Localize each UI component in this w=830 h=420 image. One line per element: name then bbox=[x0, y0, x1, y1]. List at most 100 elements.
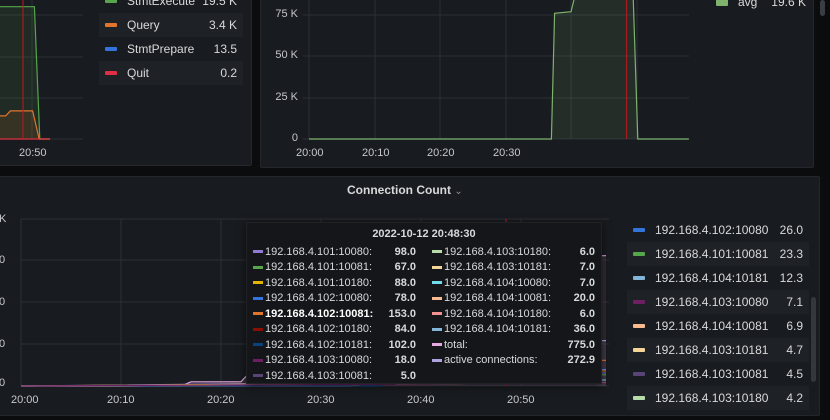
tooltip-row: 192.168.4.102:10181: 102.0 bbox=[247, 337, 422, 353]
legend-value: 13.5 bbox=[213, 42, 237, 56]
legend-swatch bbox=[716, 0, 728, 6]
legend-item[interactable]: 192.168.4.103:10181 4.7 bbox=[627, 338, 809, 362]
series-swatch bbox=[432, 327, 442, 331]
legend-label: 192.168.4.101:10081 bbox=[655, 247, 769, 261]
series-name: 192.168.4.102:10181: bbox=[265, 338, 373, 351]
x-tick: 20:10 bbox=[107, 394, 135, 406]
legend-scrollbar[interactable] bbox=[811, 297, 816, 382]
legend-label: 192.168.4.103:10180 bbox=[655, 391, 769, 405]
tooltip-row: 192.168.4.103:10180: 6.0 bbox=[426, 244, 601, 260]
tooltip-row: 192.168.4.101:10081: 67.0 bbox=[247, 260, 422, 276]
legend-swatch bbox=[105, 0, 117, 3]
legend-value: 4.2 bbox=[786, 391, 803, 405]
series-name: 192.168.4.103:10080: bbox=[265, 354, 373, 367]
series-area bbox=[309, 0, 689, 139]
series-value: 102.0 bbox=[388, 338, 416, 351]
series-swatch bbox=[253, 358, 263, 362]
series-swatch bbox=[253, 374, 263, 378]
legend-item[interactable]: Quit 0.2 bbox=[99, 61, 243, 85]
x-tick: 20:50 bbox=[507, 394, 535, 406]
series-value: 7.0 bbox=[579, 261, 595, 274]
series-swatch bbox=[432, 281, 442, 285]
legend-swatch bbox=[633, 396, 645, 400]
tooltip-row: 192.168.4.101:10180: 88.0 bbox=[247, 275, 422, 291]
series-value: 6.0 bbox=[579, 245, 595, 258]
legend-item[interactable]: StmtExecute 19.5 K bbox=[99, 0, 243, 13]
tooltip-row: 192.168.4.102:10080: 78.0 bbox=[247, 291, 422, 307]
series-swatch bbox=[253, 343, 263, 347]
series-swatch bbox=[432, 312, 442, 316]
legend-value: 3.4 K bbox=[208, 18, 237, 32]
series-name: total: bbox=[444, 338, 468, 351]
y-tick: 25 K bbox=[275, 91, 298, 103]
series-line bbox=[309, 0, 689, 140]
series-value: 98.0 bbox=[394, 245, 416, 258]
legend-label: Quit bbox=[127, 66, 150, 80]
legend-value: 19.5 K bbox=[202, 0, 237, 8]
series-value: 84.0 bbox=[394, 323, 416, 336]
series-value: 67.0 bbox=[394, 261, 416, 274]
series-swatch bbox=[253, 281, 263, 285]
x-tick: 20:20 bbox=[207, 394, 235, 406]
x-tick: 20:00 bbox=[11, 394, 39, 406]
series-swatch bbox=[253, 327, 263, 331]
x-tick: 20:40 bbox=[407, 394, 435, 406]
tooltip-row: 192.168.4.103:10081: 5.0 bbox=[247, 368, 422, 384]
series-value: 20.0 bbox=[573, 292, 595, 305]
legend-item[interactable]: 192.168.4.102:10080 26.0 bbox=[627, 218, 809, 242]
x-tick: 20:30 bbox=[493, 147, 521, 159]
series-swatch bbox=[253, 250, 263, 254]
series-name: 192.168.4.103:10081: bbox=[265, 369, 373, 382]
series-swatch bbox=[432, 265, 442, 269]
series-name: 192.168.4.102:10180: bbox=[265, 323, 373, 336]
legend-value: 23.3 bbox=[779, 247, 803, 261]
panel-title[interactable]: Connection Count ⌄ bbox=[347, 183, 463, 197]
legend-item[interactable]: Query 3.4 K bbox=[99, 13, 243, 37]
tooltip-row: 192.168.4.104:10081: 20.0 bbox=[426, 291, 601, 307]
legend-item[interactable]: 192.168.4.103:10180 4.2 bbox=[627, 386, 809, 410]
query-types-panel: 20:50 StmtExecute 19.5 K Query 3.4 K StmtPre… bbox=[0, 0, 252, 166]
legend-item[interactable]: 192.168.4.103:10080 7.1 bbox=[627, 290, 809, 314]
legend-item[interactable]: StmtPrepare 13.5 bbox=[99, 37, 243, 61]
panel-title-text: Connection Count bbox=[347, 183, 451, 197]
series-name: 192.168.4.102:10081: bbox=[265, 307, 374, 320]
qps-chart[interactable] bbox=[261, 0, 813, 167]
series-value: 272.9 bbox=[567, 354, 595, 367]
x-tick: 20:10 bbox=[362, 147, 390, 159]
query-types-chart[interactable] bbox=[0, 0, 251, 165]
series-name: 192.168.4.103:10180: bbox=[444, 245, 552, 258]
series-name: 192.168.4.101:10180: bbox=[265, 276, 373, 289]
legend-value: 4.5 bbox=[786, 367, 803, 381]
legend-item[interactable]: 192.168.4.104:10081 6.9 bbox=[627, 314, 809, 338]
legend-value: 0.2 bbox=[220, 66, 237, 80]
legend-swatch bbox=[633, 252, 645, 256]
legend-item-avg[interactable]: avg 19.6 K bbox=[716, 0, 806, 14]
series-value: 18.0 bbox=[394, 354, 416, 367]
series-value: 7.0 bbox=[579, 276, 595, 289]
y-tick: 50 K bbox=[275, 49, 298, 61]
y-tick: 0 bbox=[0, 338, 5, 350]
series-name: 192.168.4.102:10080: bbox=[265, 292, 373, 305]
legend-label: 192.168.4.104:10081 bbox=[655, 319, 769, 333]
legend-item[interactable]: 192.168.4.103:10081 4.5 bbox=[627, 362, 809, 386]
series-value: 78.0 bbox=[394, 292, 416, 305]
hover-tooltip: 2022-10-12 20:48:30 192.168.4.101:10080:… bbox=[246, 222, 602, 384]
tooltip-row: 192.168.4.101:10080: 98.0 bbox=[247, 244, 422, 260]
tooltip-row: total: 775.0 bbox=[426, 337, 601, 353]
legend-item[interactable]: 192.168.4.101:10081 23.3 bbox=[627, 242, 809, 266]
series-swatch bbox=[253, 296, 263, 300]
legend-item[interactable]: 192.168.4.104:10181 12.3 bbox=[627, 266, 809, 290]
legend-swatch bbox=[105, 71, 117, 75]
page-scrollbar[interactable] bbox=[820, 0, 825, 16]
y-tick: 0 bbox=[0, 377, 5, 389]
tooltip-row: 192.168.4.102:10081: 153.0 bbox=[247, 306, 422, 322]
legend-swatch bbox=[633, 276, 645, 280]
legend-label: StmtPrepare bbox=[127, 42, 195, 56]
tooltip-row: 192.168.4.102:10180: 84.0 bbox=[247, 322, 422, 338]
legend-swatch bbox=[105, 23, 117, 27]
series-value: 5.0 bbox=[400, 369, 416, 382]
series-name: active connections: bbox=[444, 354, 538, 367]
series-swatch bbox=[253, 312, 263, 316]
legend-swatch bbox=[633, 324, 645, 328]
y-tick: 0 bbox=[0, 296, 5, 308]
